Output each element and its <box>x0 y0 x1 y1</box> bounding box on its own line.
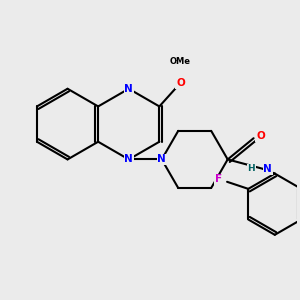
Text: N: N <box>158 154 166 164</box>
Text: OMe: OMe <box>170 57 191 66</box>
Text: N: N <box>124 84 133 94</box>
Text: N: N <box>263 164 272 174</box>
Text: N: N <box>124 154 133 164</box>
Text: O: O <box>256 131 265 141</box>
Text: H: H <box>248 164 255 173</box>
Text: F: F <box>215 174 222 184</box>
Text: O: O <box>176 78 185 88</box>
